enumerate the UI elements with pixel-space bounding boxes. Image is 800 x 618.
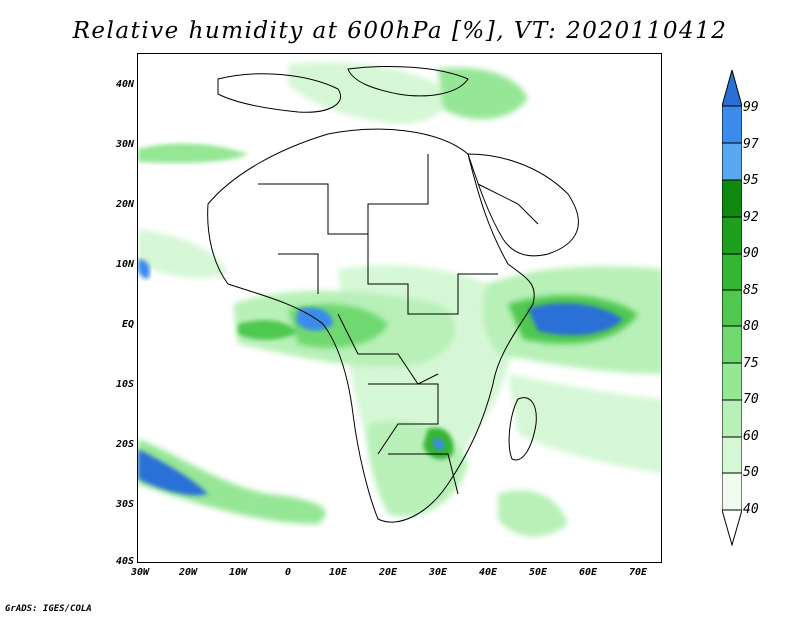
lat-label: 10N — [115, 259, 134, 270]
colorbar-label: 40 — [743, 502, 759, 517]
colorbar-label: 80 — [743, 319, 759, 334]
lat-label: 40N — [115, 79, 134, 90]
lat-label: EQ — [121, 319, 134, 330]
lat-label: 40S — [115, 556, 134, 567]
credit-text: GrADS: IGES/COLA — [5, 604, 92, 614]
colorbar-scale — [721, 68, 743, 547]
lon-label: 30W — [130, 567, 150, 578]
lon-label: 40E — [478, 567, 498, 578]
lat-label: 20N — [115, 199, 134, 210]
lon-label: 20E — [378, 567, 398, 578]
colorbar-label: 60 — [743, 429, 759, 444]
lat-label: 10S — [115, 379, 134, 390]
colorbar-label: 70 — [743, 392, 759, 407]
colorbar-label: 92 — [743, 210, 759, 225]
humidity-map — [137, 53, 662, 563]
colorbar-label: 90 — [743, 246, 759, 261]
colorbar-label: 97 — [743, 137, 759, 152]
lon-label: 0 — [284, 567, 292, 578]
humidity-field — [138, 62, 661, 537]
colorbar-label: 99 — [743, 100, 759, 115]
lon-label: 30E — [428, 567, 448, 578]
coastlines — [207, 65, 579, 523]
lat-label: 30S — [115, 499, 134, 510]
colorbar-label: 75 — [743, 356, 759, 371]
lon-label: 10W — [228, 567, 248, 578]
lat-label: 20S — [115, 439, 134, 450]
map-canvas — [138, 62, 661, 537]
lon-label: 50E — [528, 567, 548, 578]
lat-label: 30N — [115, 139, 134, 150]
lon-label: 60E — [578, 567, 598, 578]
map-title: Relative humidity at 600hPa [%], VT: 202… — [72, 18, 728, 44]
colorbar-label: 95 — [743, 173, 759, 188]
lon-label: 70E — [628, 567, 648, 578]
colorbar-label: 50 — [743, 465, 759, 480]
lon-label: 20W — [178, 567, 198, 578]
colorbar — [721, 68, 743, 550]
colorbar-label: 85 — [743, 283, 759, 298]
lon-label: 10E — [328, 567, 348, 578]
